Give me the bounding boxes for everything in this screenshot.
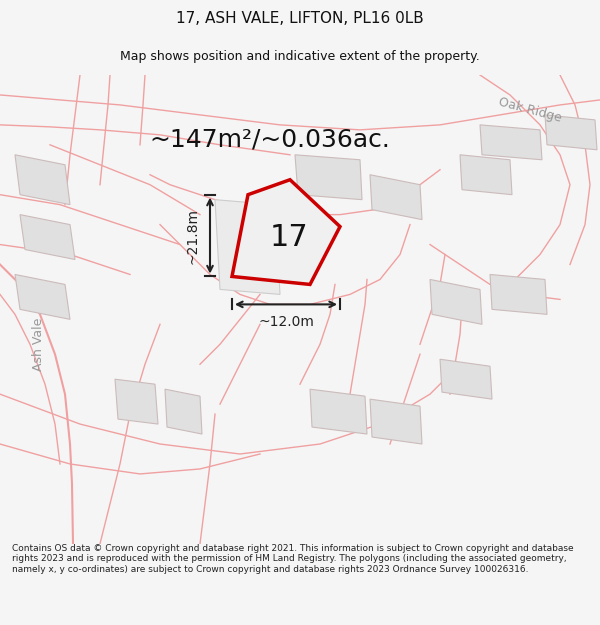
- Polygon shape: [440, 359, 492, 399]
- Polygon shape: [490, 274, 547, 314]
- Text: 17: 17: [269, 223, 308, 252]
- Polygon shape: [215, 199, 280, 294]
- Polygon shape: [430, 279, 482, 324]
- Polygon shape: [15, 155, 70, 204]
- Polygon shape: [370, 399, 422, 444]
- Polygon shape: [310, 389, 367, 434]
- Text: ~12.0m: ~12.0m: [258, 316, 314, 329]
- Polygon shape: [20, 214, 75, 259]
- Text: ~21.8m: ~21.8m: [185, 208, 199, 264]
- Polygon shape: [115, 379, 158, 424]
- Polygon shape: [15, 274, 70, 319]
- Polygon shape: [232, 180, 340, 284]
- Text: Oak Ridge: Oak Ridge: [497, 95, 563, 124]
- Polygon shape: [460, 155, 512, 194]
- Polygon shape: [295, 155, 362, 199]
- Polygon shape: [165, 389, 202, 434]
- Text: Ash Vale: Ash Vale: [32, 318, 44, 371]
- Polygon shape: [370, 175, 422, 219]
- Polygon shape: [545, 115, 597, 150]
- Text: ~147m²/~0.036ac.: ~147m²/~0.036ac.: [149, 128, 391, 152]
- Text: Map shows position and indicative extent of the property.: Map shows position and indicative extent…: [120, 50, 480, 62]
- Polygon shape: [480, 125, 542, 160]
- Text: Contains OS data © Crown copyright and database right 2021. This information is : Contains OS data © Crown copyright and d…: [12, 544, 574, 574]
- Text: 17, ASH VALE, LIFTON, PL16 0LB: 17, ASH VALE, LIFTON, PL16 0LB: [176, 11, 424, 26]
